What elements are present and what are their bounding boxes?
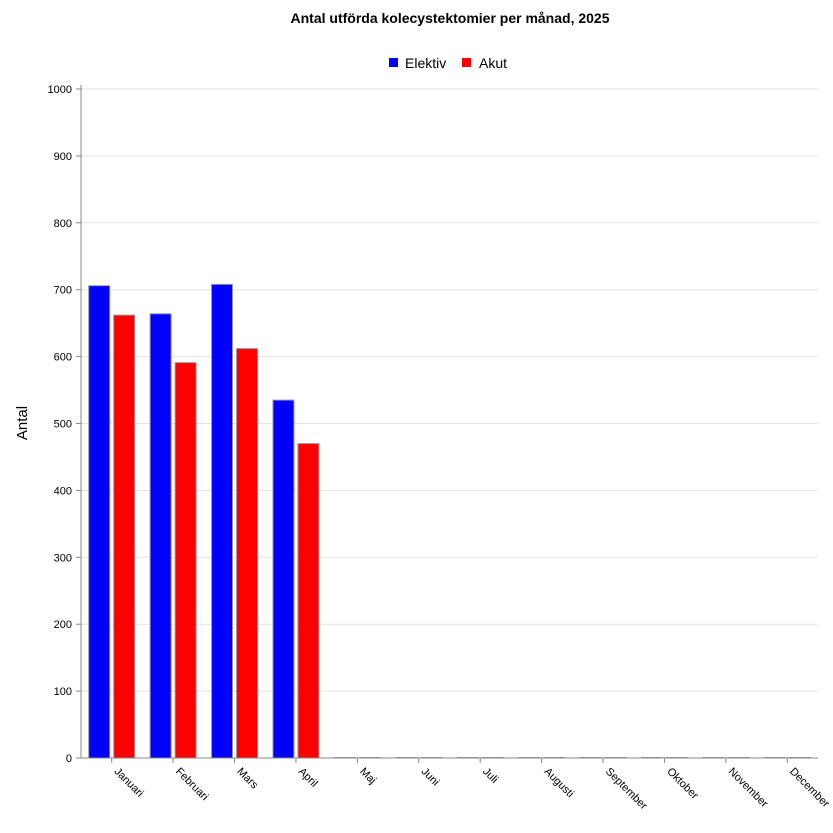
x-tick-label-december: December — [787, 766, 832, 811]
bar-elektiv-februari — [149, 313, 172, 759]
y-tick-label: 1000 — [48, 84, 72, 96]
legend-swatch-akut — [462, 58, 471, 67]
bar-akut-april — [297, 443, 320, 759]
y-tick-label: 0 — [66, 753, 72, 765]
y-tick-label: 200 — [54, 619, 72, 631]
legend-swatch-elektiv — [389, 58, 398, 67]
bars — [88, 283, 811, 759]
x-tick-label-september: September — [603, 766, 650, 813]
y-tick-label: 500 — [54, 419, 72, 431]
bar-elektiv-januari — [88, 285, 111, 759]
bar-elektiv-april — [272, 399, 295, 759]
x-tick-label-februari: Februari — [173, 766, 210, 803]
y-tick-label: 800 — [54, 218, 72, 230]
legend-label-akut: Akut — [479, 55, 507, 71]
gridlines — [81, 88, 818, 692]
x-tick-label-juni: Juni — [419, 766, 442, 789]
legend-label-elektiv: Elektiv — [405, 55, 446, 71]
y-axis-label: Antal — [14, 406, 31, 440]
y-tick-label: 100 — [54, 686, 72, 698]
x-tick-label-november: November — [726, 766, 771, 811]
x-tick-label-augusti: Augusti — [542, 766, 576, 800]
y-tick-label: 400 — [54, 485, 72, 497]
x-tick-label-april: April — [296, 766, 320, 790]
y-axis-ticks: 0 100 200 300 400 500 600 700 800 900 1000 — [48, 84, 81, 765]
x-tick-label-maj: Maj — [357, 766, 378, 787]
y-tick-label: 900 — [54, 151, 72, 163]
y-tick-label: 300 — [54, 552, 72, 564]
bar-akut-februari — [174, 362, 197, 759]
x-tick-label-oktober: Oktober — [664, 766, 700, 802]
x-tick-label-mars: Mars — [234, 766, 260, 792]
legend: Elektiv Akut — [389, 55, 507, 71]
bar-elektiv-mars — [211, 283, 234, 759]
y-tick-label: 600 — [54, 352, 72, 364]
bar-akut-januari — [113, 314, 136, 759]
x-axis-ticks: Januari Februari Mars April Maj Juni Juli Augus… — [111, 758, 832, 813]
x-tick-label-juli: Juli — [480, 766, 500, 786]
x-tick-label-januari: Januari — [112, 766, 146, 800]
y-tick-label: 700 — [54, 285, 72, 297]
bar-akut-mars — [236, 348, 259, 759]
chart-title: Antal utförda kolecystektomier per månad… — [291, 10, 610, 26]
